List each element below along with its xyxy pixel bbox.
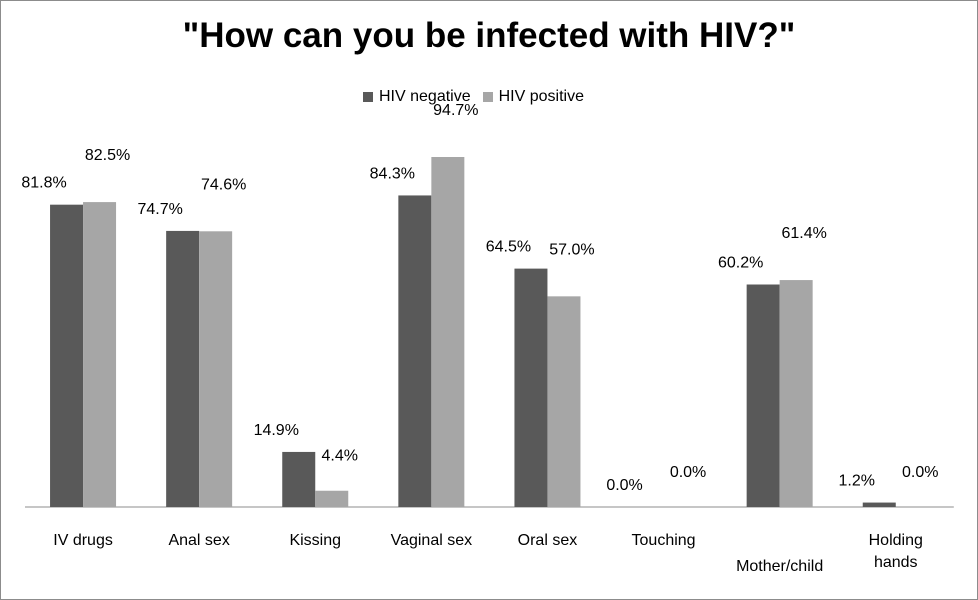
data-label: 74.6% [201, 176, 246, 193]
data-label: 4.4% [322, 448, 358, 465]
data-label: 84.3% [370, 165, 415, 182]
data-label: 60.2% [718, 255, 763, 272]
legend-swatch-hiv-positive [482, 92, 493, 102]
data-label: 0.0% [670, 464, 706, 481]
legend-label-hiv-positive: HIV positive [498, 88, 584, 105]
chart-title: "How can you be infected with HIV?" [182, 16, 796, 55]
x-tick-label: Oral sex [518, 532, 578, 549]
x-tick-label: Anal sex [168, 532, 229, 549]
data-label: 81.8% [21, 175, 66, 192]
x-tick-label: Mother/child [736, 558, 823, 575]
bar-hiv-positive [431, 157, 465, 507]
legend-item-hiv-positive: HIV positive [482, 88, 584, 106]
bar-hiv-negative [398, 195, 432, 507]
x-tick-label: Vaginal sex [391, 532, 473, 549]
data-label: 57.0% [549, 241, 594, 258]
bar-hiv-negative [862, 502, 896, 507]
data-label: 1.2% [839, 473, 875, 490]
x-tick-label: Touching [632, 532, 696, 549]
bar-hiv-negative [166, 230, 200, 507]
bar-hiv-positive [779, 280, 813, 507]
data-label: 0.0% [902, 464, 938, 481]
legend-swatch-hiv-negative [363, 92, 373, 102]
bar-hiv-positive [547, 296, 581, 507]
bar-hiv-negative [514, 268, 548, 507]
bar-hiv-negative [282, 451, 316, 507]
data-label: 74.7% [137, 201, 182, 218]
bar-hiv-positive [199, 231, 233, 507]
data-label: 14.9% [254, 422, 299, 439]
x-tick-label: Holding [869, 532, 923, 549]
legend-label-hiv-negative: HIV negative [379, 88, 471, 105]
data-label: 94.7% [433, 102, 478, 119]
data-label: 0.0% [606, 477, 642, 494]
legend-item-hiv-negative: HIV negative [363, 88, 471, 106]
bar-hiv-negative [746, 284, 780, 507]
bar-hiv-positive [83, 202, 117, 507]
x-tick-label: hands [874, 554, 918, 571]
data-label: 61.4% [781, 225, 826, 242]
chart-legend: HIV negative HIV positive [363, 86, 596, 108]
x-tick-label: Kissing [289, 532, 341, 549]
data-label: 82.5% [85, 147, 130, 164]
bar-hiv-positive [315, 490, 349, 507]
x-tick-label: IV drugs [53, 532, 113, 549]
data-label: 64.5% [486, 239, 531, 256]
bar-hiv-negative [50, 204, 84, 507]
